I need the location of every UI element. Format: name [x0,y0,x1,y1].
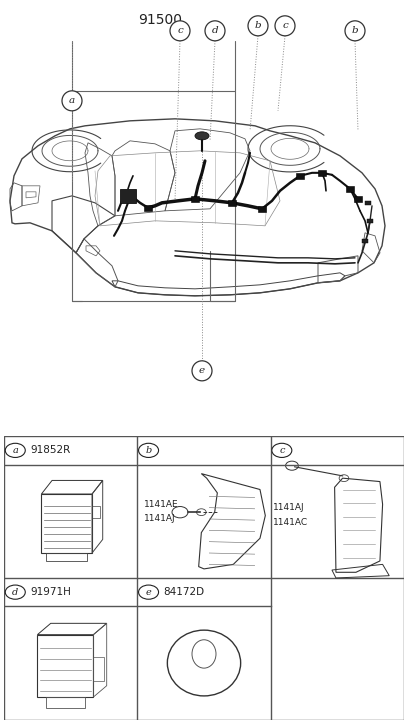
Bar [120,189,136,203]
Text: d: d [212,26,218,36]
Circle shape [170,21,190,41]
Bar [362,239,368,243]
Text: e: e [199,366,205,375]
Circle shape [192,361,212,381]
Bar [296,173,304,179]
Text: 91500: 91500 [138,13,182,27]
Circle shape [248,16,268,36]
Bar [318,170,326,176]
Text: a: a [12,446,18,455]
Text: 1141AC: 1141AC [273,518,308,527]
Text: b: b [255,21,261,31]
Circle shape [62,91,82,111]
Text: c: c [279,446,285,455]
Circle shape [139,443,159,457]
Text: c: c [177,26,183,36]
Circle shape [5,585,25,599]
Circle shape [139,585,159,599]
Circle shape [345,21,365,41]
Bar [191,196,199,202]
Text: 91971H: 91971H [30,587,71,597]
Circle shape [205,21,225,41]
Text: 1141AJ: 1141AJ [273,503,305,512]
Text: 84172D: 84172D [163,587,204,597]
Bar [346,186,354,192]
Bar [354,196,362,202]
Bar [258,206,266,212]
Bar [144,205,152,211]
Text: a: a [69,97,75,105]
Bar [367,219,373,223]
Text: b: b [352,26,358,36]
Text: b: b [145,446,152,455]
Text: c: c [282,21,288,31]
Ellipse shape [195,132,209,140]
Text: d: d [12,587,18,597]
Bar [365,201,371,205]
Bar [228,200,236,206]
Circle shape [275,16,295,36]
Circle shape [272,443,292,457]
Text: 1141AJ: 1141AJ [144,515,176,523]
Circle shape [5,443,25,457]
Text: 1141AE: 1141AE [144,499,179,509]
Text: 91852R: 91852R [30,446,70,455]
Text: e: e [146,587,151,597]
